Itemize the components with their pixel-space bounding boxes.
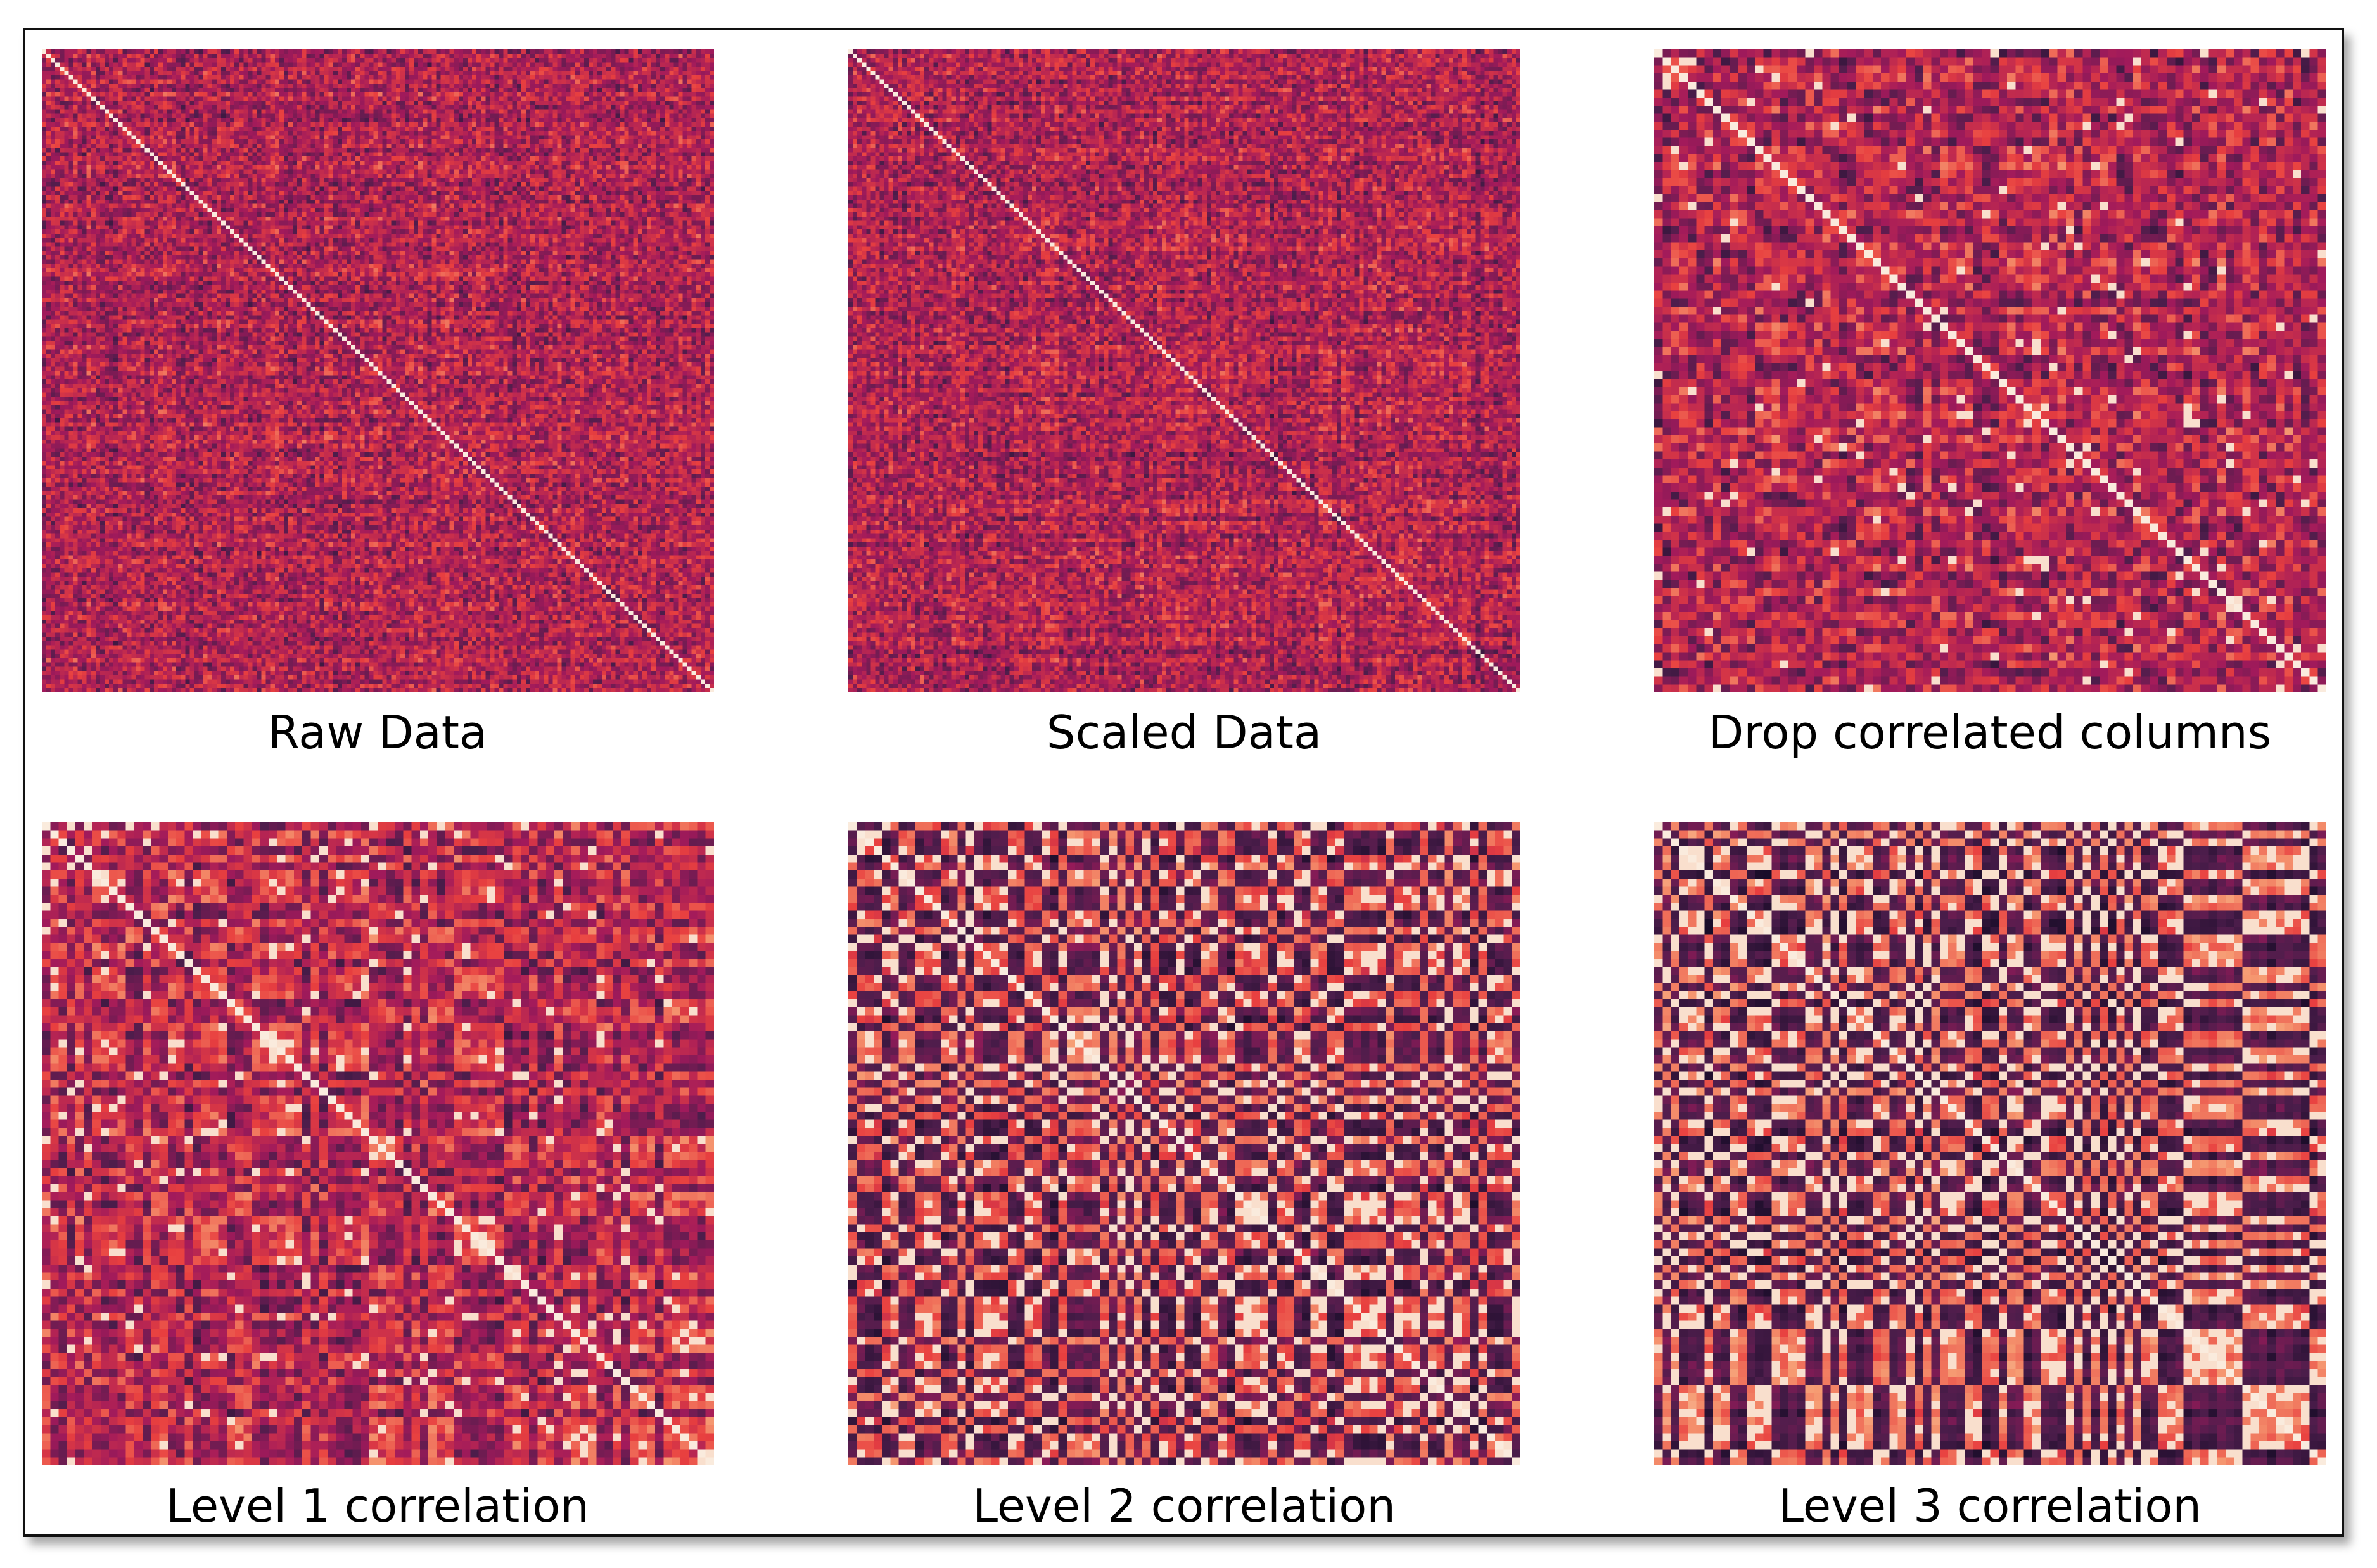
- caption-scaled-data: Scaled Data: [1046, 706, 1322, 759]
- heatmap-cells: [848, 822, 1520, 1465]
- figure-frame: Raw Data Scaled Data Drop correlated col…: [23, 28, 2344, 1537]
- heatmap-level-3-correlation: [1654, 822, 2326, 1465]
- caption-level-1-correlation: Level 1 correlation: [166, 1479, 589, 1533]
- heatmap-cells: [1654, 822, 2326, 1465]
- caption-level-3-correlation: Level 3 correlation: [1778, 1479, 2202, 1533]
- caption-drop-correlated-columns: Drop correlated columns: [1708, 706, 2272, 759]
- caption-raw-data: Raw Data: [267, 706, 488, 759]
- heatmap-scaled-data: [848, 49, 1520, 692]
- heatmap-cells: [42, 822, 714, 1465]
- heatmap-cells: [1654, 49, 2326, 692]
- heatmap-cells: [848, 49, 1520, 692]
- caption-level-2-correlation: Level 2 correlation: [972, 1479, 1396, 1533]
- heatmap-cells: [42, 49, 714, 692]
- heatmap-level-1-correlation: [42, 822, 714, 1465]
- heatmap-drop-correlated-columns: [1654, 49, 2326, 692]
- heatmap-level-2-correlation: [848, 822, 1520, 1465]
- heatmap-raw-data: [42, 49, 714, 692]
